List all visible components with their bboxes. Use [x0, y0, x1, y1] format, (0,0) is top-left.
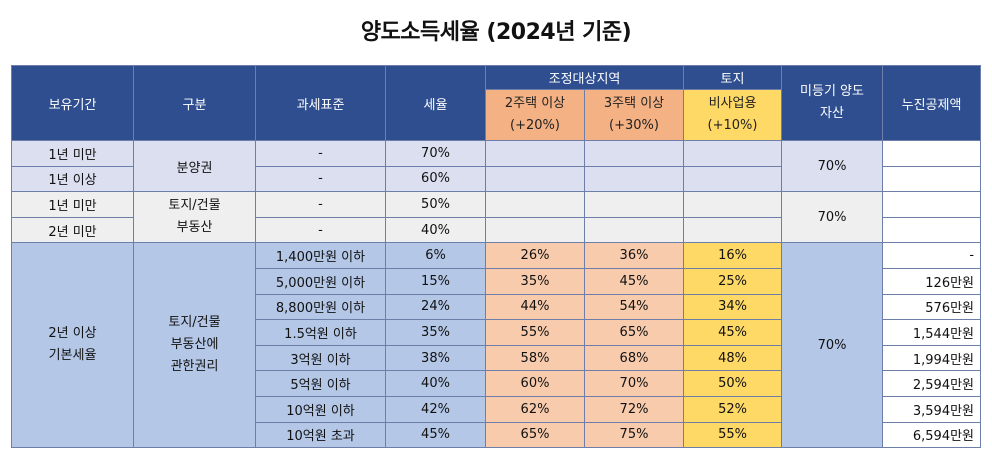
two-houses-cell — [485, 165, 585, 193]
non-business-cell: 50% — [683, 370, 783, 397]
deduction-cell: 6,594만원 — [882, 421, 982, 449]
two-houses-cell: 55% — [485, 319, 585, 346]
header-adjusted-area: 조정대상지역 — [484, 65, 685, 90]
category-real-estate-rights: 토지/건물 부동산에 관한권리 — [133, 242, 256, 449]
period-cell: 1년 미만 — [11, 191, 134, 218]
two-houses-cell: 58% — [485, 344, 585, 372]
deduction-cell: 1,544만원 — [882, 319, 982, 346]
non-business-cell: 48% — [683, 344, 783, 372]
two-houses-cell: 44% — [485, 293, 585, 321]
header-three-houses: 3주택 이상 (+30%) — [583, 89, 685, 141]
rate-cell: 15% — [385, 267, 486, 295]
two-houses-cell: 60% — [485, 370, 585, 397]
rate-cell: 50% — [385, 191, 486, 218]
deduction-cell: 1,994만원 — [882, 344, 982, 372]
rate-cell: 24% — [385, 293, 486, 321]
two-houses-cell: 65% — [485, 421, 585, 449]
non-business-cell: 34% — [683, 293, 783, 321]
non-business-cell: 52% — [683, 395, 783, 423]
rate-cell: 40% — [385, 216, 486, 244]
deduction-cell — [882, 216, 982, 244]
tax-base-cell: 10억원 초과 — [255, 421, 386, 449]
page-title: 양도소득세율 (2024년 기준) — [360, 20, 632, 45]
tax-base-cell: - — [255, 216, 386, 244]
rate-cell: 60% — [385, 165, 486, 193]
header-tax-base: 과세표준 — [255, 65, 386, 141]
category-presale-right: 분양권 — [133, 139, 256, 193]
header-unregistered: 미등기 양도자산 — [781, 65, 884, 141]
tax-base-cell: 10억원 이하 — [255, 395, 386, 423]
three-houses-cell — [583, 140, 685, 167]
rate-cell: 42% — [385, 395, 486, 423]
three-houses-cell: 36% — [583, 242, 685, 269]
tax-base-cell: 8,800만원 이하 — [255, 293, 386, 321]
unregistered-rate-cell: 70% — [781, 242, 884, 449]
rate-cell: 38% — [385, 344, 486, 372]
unregistered-rate-cell: 70% — [781, 139, 884, 193]
capital-gains-tax-table: 보유기간 구분 과세표준 세율 조정대상지역 토지 미등기 양도자산 누진공제액… — [11, 65, 982, 449]
non-business-cell: 16% — [683, 242, 783, 269]
tax-base-cell: - — [255, 191, 386, 218]
two-houses-cell — [485, 140, 585, 167]
tax-base-cell: - — [255, 165, 386, 193]
three-houses-cell: 65% — [583, 319, 685, 346]
deduction-cell — [882, 165, 982, 193]
non-business-cell — [683, 165, 783, 193]
non-business-cell — [683, 216, 783, 244]
rate-cell: 35% — [385, 319, 486, 346]
three-houses-cell: 72% — [583, 395, 685, 423]
non-business-cell: 45% — [683, 319, 783, 346]
two-houses-cell: 26% — [485, 242, 585, 269]
deduction-cell — [882, 140, 982, 167]
three-houses-cell — [583, 165, 685, 193]
non-business-cell — [683, 140, 783, 167]
header-non-business: 비사업용 (+10%) — [683, 89, 783, 141]
non-business-cell: 55% — [683, 421, 783, 449]
period-basic-rate: 2년 이상 기본세율 — [11, 242, 134, 449]
tax-base-cell: 1,400만원 이하 — [255, 242, 386, 269]
three-houses-cell — [583, 216, 685, 244]
rate-cell: 70% — [385, 140, 486, 167]
three-houses-cell: 54% — [583, 293, 685, 321]
deduction-cell: 126만원 — [882, 267, 982, 295]
period-cell: 1년 이상 — [11, 165, 134, 193]
header-category: 구분 — [133, 65, 256, 141]
tax-base-cell: - — [255, 140, 386, 167]
deduction-cell: 2,594만원 — [882, 370, 982, 397]
non-business-cell — [683, 191, 783, 218]
two-houses-cell: 62% — [485, 395, 585, 423]
three-houses-cell: 75% — [583, 421, 685, 449]
tax-base-cell: 5,000만원 이하 — [255, 267, 386, 295]
three-houses-cell: 68% — [583, 344, 685, 372]
rate-cell: 40% — [385, 370, 486, 397]
header-two-houses: 2주택 이상 (+20%) — [485, 89, 585, 141]
rate-cell: 6% — [385, 242, 486, 269]
deduction-cell — [882, 191, 982, 218]
non-business-cell: 25% — [683, 267, 783, 295]
two-houses-cell — [485, 191, 585, 218]
three-houses-cell — [583, 191, 685, 218]
unregistered-rate-cell: 70% — [781, 191, 884, 244]
category-land-building: 토지/건물 부동산 — [133, 191, 256, 244]
period-cell: 1년 미만 — [11, 140, 134, 167]
two-houses-cell — [485, 216, 585, 244]
header-land: 토지 — [683, 65, 783, 90]
deduction-cell: - — [882, 242, 982, 269]
deduction-cell: 3,594만원 — [882, 395, 982, 423]
three-houses-cell: 70% — [583, 370, 685, 397]
rate-cell: 45% — [385, 421, 486, 449]
three-houses-cell: 45% — [583, 267, 685, 295]
header-progressive-deduction: 누진공제액 — [882, 65, 982, 141]
header-tax-rate: 세율 — [385, 65, 486, 141]
two-houses-cell: 35% — [485, 267, 585, 295]
tax-base-cell: 5억원 이하 — [255, 370, 386, 397]
tax-base-cell: 3억원 이하 — [255, 344, 386, 372]
deduction-cell: 576만원 — [882, 293, 982, 321]
period-cell: 2년 미만 — [11, 216, 134, 244]
tax-base-cell: 1.5억원 이하 — [255, 319, 386, 346]
header-holding-period: 보유기간 — [11, 65, 134, 141]
